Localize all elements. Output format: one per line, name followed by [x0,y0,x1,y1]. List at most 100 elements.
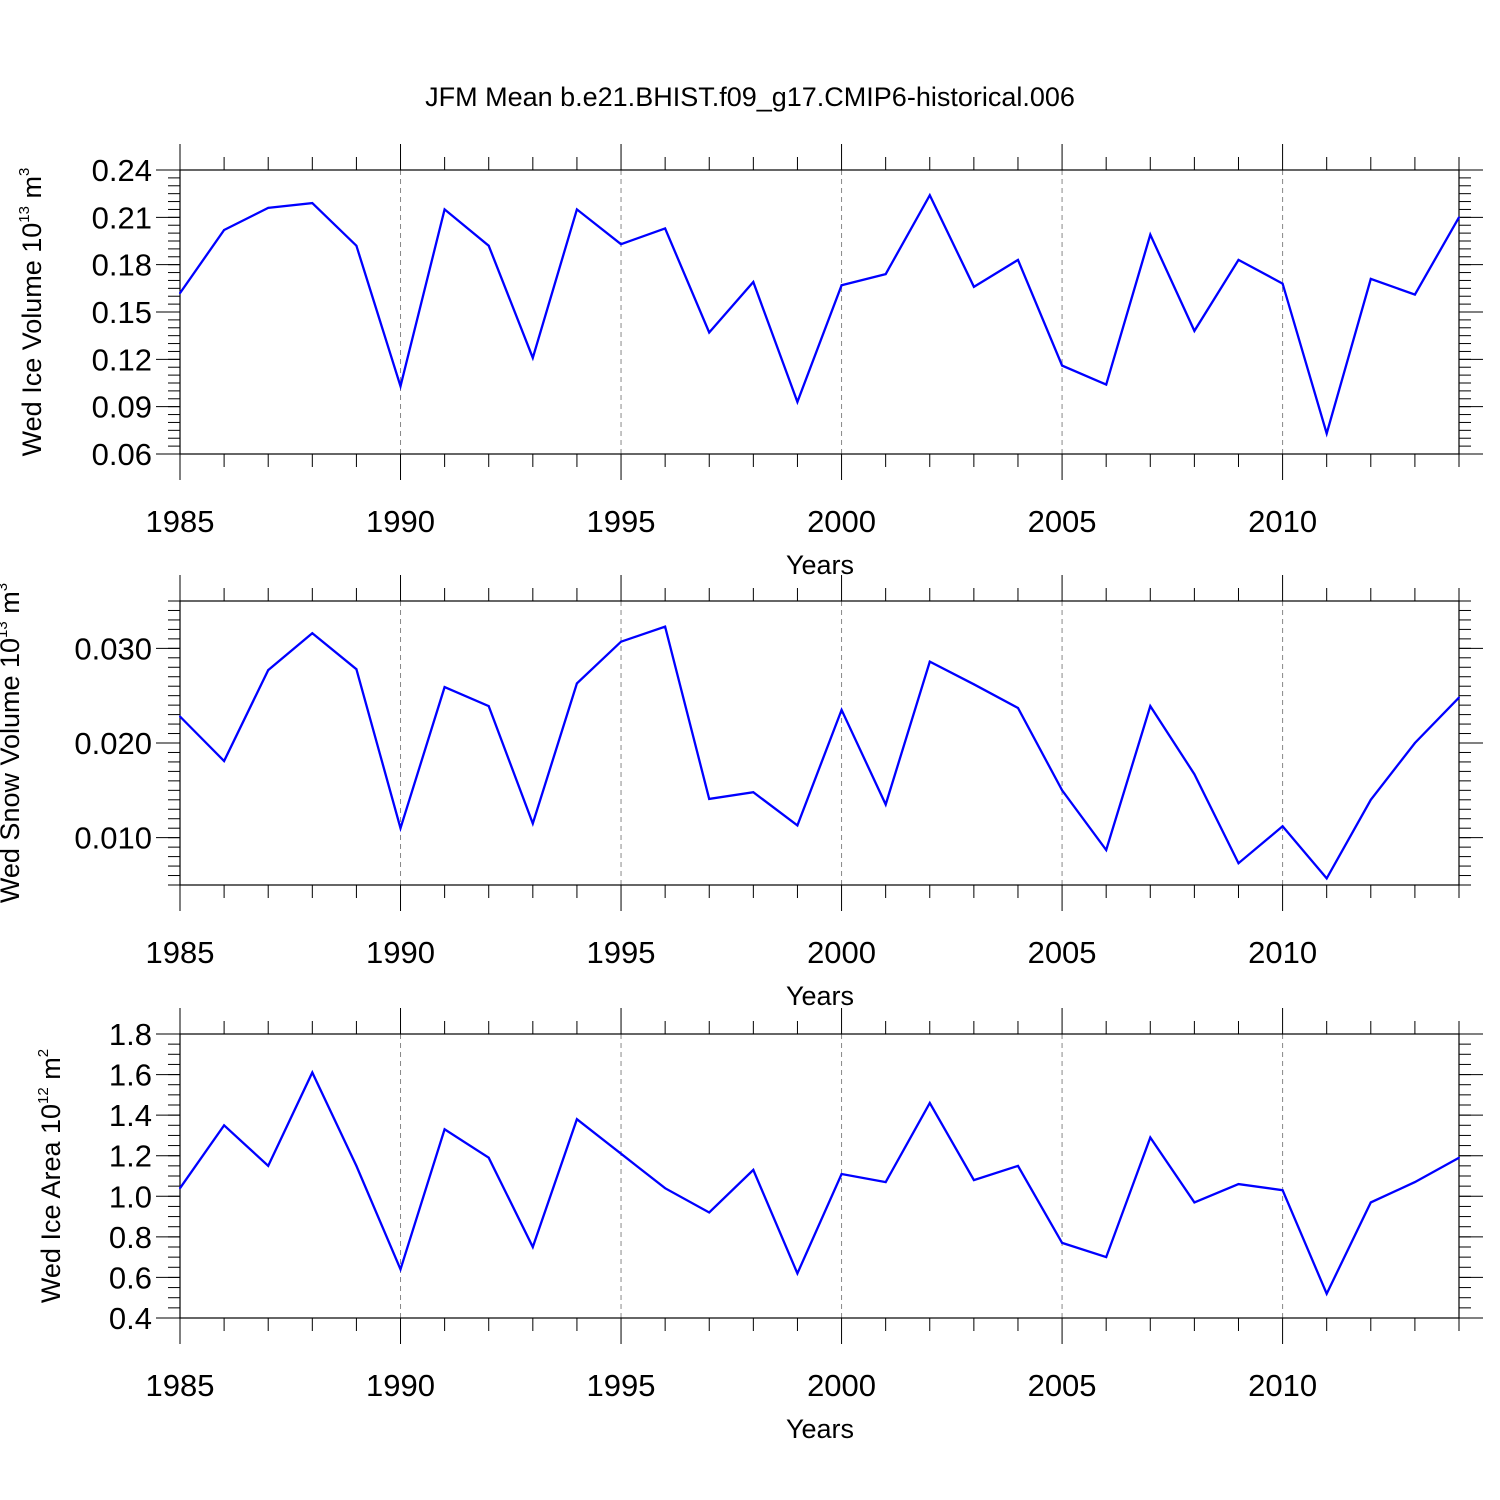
data-point [884,803,887,806]
data-point [355,1164,358,1167]
data-point [1105,1256,1108,1259]
plot-frame [179,169,1460,455]
x-tick-label: 2005 [1028,1368,1097,1403]
data-point [1016,706,1019,709]
data-point [1413,1181,1416,1184]
x-tick-label: 1990 [366,1368,435,1403]
data-point [708,331,711,334]
data-point [179,292,181,295]
data-point [796,1272,799,1275]
x-tick-label: 1995 [587,935,656,970]
y-tick-label: 1.4 [109,1098,152,1133]
data-point [223,1124,226,1127]
data-point [664,227,667,230]
data-point [1105,848,1108,851]
data-point [1369,798,1372,801]
panel-2: 1985 1990 1995 2000 2005 2010 Years 0.010 0.020 0… [0,575,1483,1011]
panels: 1985 1990 1995 2000 2005 2010 Years 0.06 0.09 0.1… [0,144,1483,1444]
data-series-line [179,192,1460,438]
data-point [1061,789,1064,792]
y-tick-label: 1.0 [109,1179,152,1214]
data-point [1237,258,1240,261]
x-tick-label: 1985 [146,504,215,539]
data-point [1281,1189,1284,1192]
y-axis-label: Wed Snow Volume 1013 m3 [0,583,25,903]
y-tick-label: 0.15 [92,295,152,330]
data-point [1061,1241,1064,1244]
data-point [620,640,623,643]
y-tick-label: 0.8 [109,1220,152,1255]
data-point [884,273,887,276]
data-point [267,669,270,672]
x-tick-label: 1995 [587,1368,656,1403]
data-point [311,632,314,635]
data-point [531,822,534,825]
panel-3: 1985 1990 1995 2000 2005 2010 Years 0.4 0.6 0.8 1.… [35,1008,1483,1444]
data-point [752,791,755,794]
x-axis-label: Years [786,550,854,580]
y-tick-label: 0.030 [74,631,152,666]
y-tick-label: 0.24 [92,153,152,188]
data-point [1061,364,1064,367]
data-point [1369,1201,1372,1204]
data-point [487,705,490,708]
data-point [972,1179,975,1182]
y-tick-label: 0.09 [92,390,152,425]
x-tick-label: 2005 [1028,935,1097,970]
data-series-line [179,1069,1460,1297]
data-point [1149,233,1152,236]
data-point [355,668,358,671]
data-point [399,827,402,830]
data-point [399,1268,402,1271]
data-point [664,1187,667,1190]
chart-title: JFM Mean b.e21.BHIST.f09_g17.CMIP6-histo… [425,82,1075,112]
data-point [223,228,226,231]
x-tick-label: 1990 [366,935,435,970]
data-point [399,385,402,388]
x-tick-label: 2010 [1248,935,1317,970]
data-point [1105,383,1108,386]
data-point [620,1152,623,1155]
data-point [1016,1164,1019,1167]
data-point [708,797,711,800]
data-point [443,686,446,689]
plot-frame [179,600,1460,886]
data-point [575,1118,578,1121]
y-axis-label: Wed Ice Area 1012 m2 [35,1049,66,1303]
y-tick-label: 0.020 [74,726,152,761]
y-axis-label: Wed Ice Volume 1013 m3 [16,168,47,457]
data-point [664,625,667,628]
data-point [311,1071,314,1074]
plot-frame [179,1033,1460,1319]
y-tick-label: 0.6 [109,1260,152,1295]
data-point [752,1168,755,1171]
data-point [1458,1156,1460,1159]
x-axis-label: Years [786,981,854,1011]
data-point [1325,877,1328,880]
y-tick-label: 0.21 [92,200,152,235]
y-tick-label: 1.2 [109,1139,152,1174]
data-point [1413,742,1416,744]
data-point [531,356,534,359]
x-axis-label: Years [786,1414,854,1444]
data-point [928,194,931,197]
y-tick-label: 0.06 [92,437,152,472]
data-point [972,285,975,288]
data-point [179,1187,181,1190]
y-tick-label: 1.6 [109,1058,152,1093]
data-point [1281,282,1284,285]
data-point [796,824,799,827]
data-point [1149,1136,1152,1139]
data-point [928,1101,931,1104]
data-point [223,759,226,762]
data-point [1325,1292,1328,1295]
x-tick-label: 2000 [807,504,876,539]
data-point [1413,293,1416,296]
data-point [708,1211,711,1214]
data-point [840,1172,843,1175]
x-tick-label: 1995 [587,504,656,539]
y-tick-label: 0.4 [109,1301,152,1336]
data-point [355,244,358,247]
data-point [575,682,578,685]
